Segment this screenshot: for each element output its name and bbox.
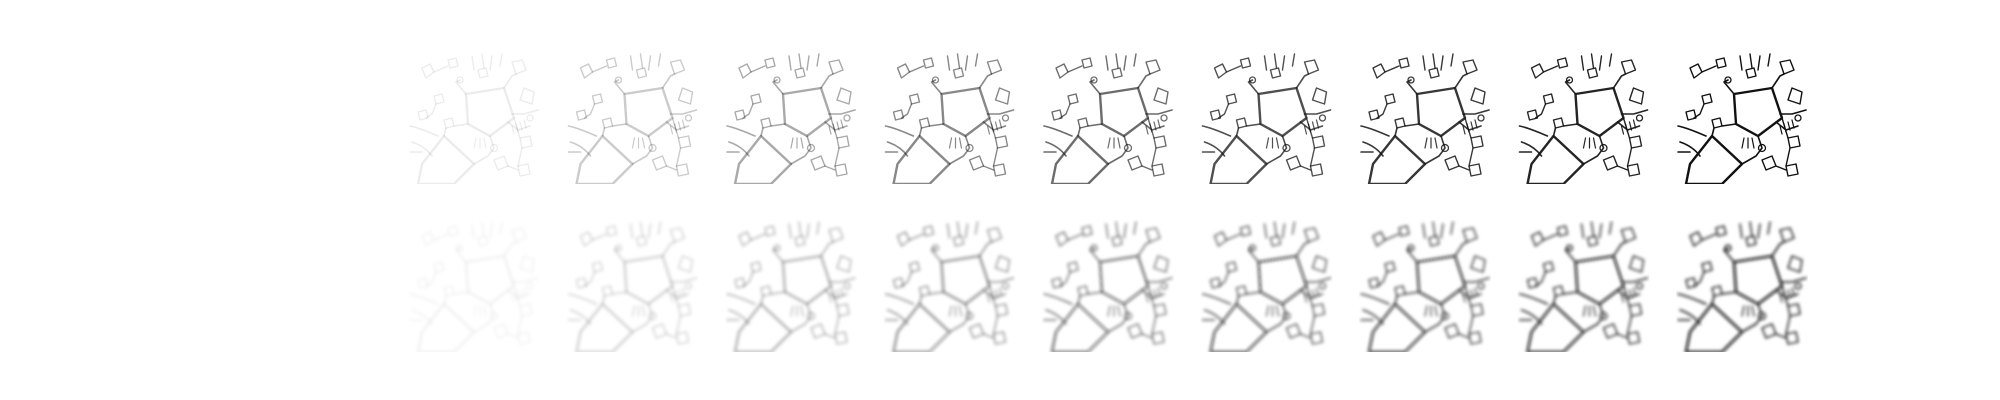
texture-tile — [1359, 52, 1491, 184]
texture-tile — [566, 52, 699, 184]
tile-row-blurred — [408, 220, 1808, 352]
texture-tile — [408, 52, 540, 184]
texture-tile — [1676, 52, 1808, 184]
texture-tile — [1200, 220, 1333, 352]
texture-tile — [1517, 52, 1650, 184]
texture-tile — [1200, 52, 1333, 184]
texture-tile — [725, 220, 857, 352]
texture-tile — [1042, 52, 1174, 184]
tile-grid — [408, 52, 1808, 352]
texture-tile — [883, 52, 1016, 184]
texture-tile — [1042, 220, 1174, 352]
texture-tile — [725, 52, 857, 184]
texture-tile — [1359, 220, 1491, 352]
texture-tile — [883, 220, 1016, 352]
tile-row-sharp — [408, 52, 1808, 184]
texture-tile — [566, 220, 699, 352]
texture-tile — [1517, 220, 1650, 352]
texture-tile — [408, 220, 540, 352]
texture-tile — [1676, 220, 1808, 352]
